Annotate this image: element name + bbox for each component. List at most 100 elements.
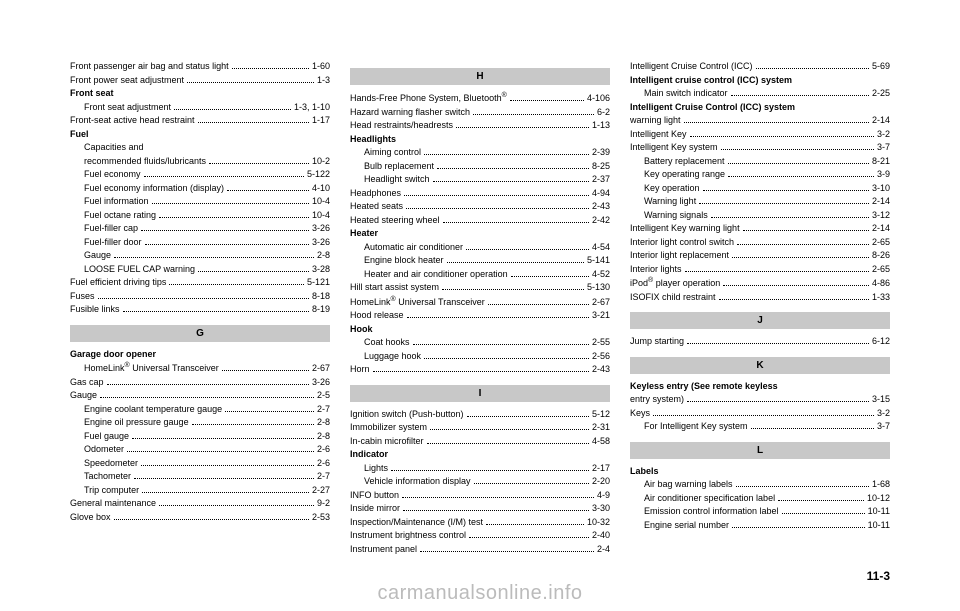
section-i: I (350, 385, 610, 402)
leader-dots (736, 486, 869, 487)
leader-dots (169, 284, 304, 285)
entry-page: 2-43 (592, 363, 610, 377)
leader-dots (430, 429, 589, 430)
index-columns: Front passenger air bag and status light… (70, 60, 890, 556)
leader-dots (198, 122, 309, 123)
entry-label: Intelligent Cruise Control (ICC) (630, 60, 753, 74)
leader-dots (407, 317, 589, 318)
index-entry: Headlight switch2-37 (350, 173, 610, 187)
section-h: H (350, 68, 610, 85)
section-k: K (630, 357, 890, 374)
entry-page: 2-40 (592, 529, 610, 543)
index-entry: Head restraints/headrests1-13 (350, 119, 610, 133)
leader-dots (751, 428, 874, 429)
entry-page: 3-21 (592, 309, 610, 323)
entry-label: Fuel economy information (display) (84, 182, 224, 196)
entry-label: Inspection/Maintenance (I/M) test (350, 516, 483, 530)
index-entry: Fusible links8-19 (70, 303, 330, 317)
leader-dots (466, 249, 589, 250)
entry-page: 2-65 (872, 263, 890, 277)
entry-label: Fuel-filler cap (84, 222, 138, 236)
entry-label: Key operation (644, 182, 700, 196)
entry-page: 2-7 (317, 403, 330, 417)
entry-label: Engine coolant temperature gauge (84, 403, 222, 417)
leader-dots (510, 100, 584, 101)
index-entry: Air bag warning labels1-68 (630, 478, 890, 492)
entry-label: Jump starting (630, 335, 684, 349)
entry-label: Tachometer (84, 470, 131, 484)
entry-page: 10-12 (867, 492, 890, 506)
index-entry: Intelligent Cruise Control (ICC)5-69 (630, 60, 890, 74)
entry-label: Engine oil pressure gauge (84, 416, 189, 430)
entry-label: Glove box (70, 511, 111, 525)
leader-dots (402, 497, 594, 498)
index-entry: Speedometer 2-6 (70, 457, 330, 471)
leader-dots (731, 95, 869, 96)
index-entry: iPod® player operation4-86 (630, 276, 890, 291)
leader-dots (424, 358, 589, 359)
entry-page: 4-106 (587, 92, 610, 106)
section-g: G (70, 325, 330, 342)
entry-page: 3-26 (312, 236, 330, 250)
leader-dots (488, 304, 589, 305)
leader-dots (114, 257, 314, 258)
entry-page: 3-7 (877, 141, 890, 155)
leader-dots (100, 397, 314, 398)
entry-label: Hands-Free Phone System, Bluetooth® (350, 91, 507, 106)
index-entry: Emission control information label 10-11 (630, 505, 890, 519)
watermark: carmanualsonline.info (0, 582, 960, 605)
leader-dots (209, 163, 309, 164)
leader-dots (141, 230, 309, 231)
entry-page: 1-17 (312, 114, 330, 128)
leader-dots (687, 401, 869, 402)
entry-label: Heated seats (350, 200, 403, 214)
entry-page: 4-54 (592, 241, 610, 255)
entry-label: ISOFIX child restraint (630, 291, 716, 305)
index-entry: Horn2-43 (350, 363, 610, 377)
entry-label: Fuel-filler door (84, 236, 142, 250)
entry-label: Air bag warning labels (644, 478, 733, 492)
index-entry: Hood release3-21 (350, 309, 610, 323)
entry-label: iPod® player operation (630, 276, 720, 291)
entry-label: Coat hooks (364, 336, 410, 350)
leader-dots (723, 285, 869, 286)
index-entry: entry system)3-15 (630, 393, 890, 407)
group-heading: Labels (630, 465, 890, 479)
index-entry: Heater and air conditioner operation4-52 (350, 268, 610, 282)
leader-dots (442, 289, 584, 290)
entry-page: 3-28 (312, 263, 330, 277)
entry-page: 6-2 (597, 106, 610, 120)
entry-page: 2-6 (317, 443, 330, 457)
index-entry: warning light2-14 (630, 114, 890, 128)
index-entry: LOOSE FUEL CAP warning3-28 (70, 263, 330, 277)
entry-page: 10-11 (868, 505, 890, 519)
index-entry: Gauge2-8 (70, 249, 330, 263)
index-entry: Capacities and (70, 141, 330, 155)
leader-dots (391, 470, 589, 471)
index-entry: Fuel information10-4 (70, 195, 330, 209)
entry-label: Instrument brightness control (350, 529, 466, 543)
leader-dots (198, 271, 309, 272)
entry-label: General maintenance (70, 497, 156, 511)
index-entry: Luggage hook2-56 (350, 350, 610, 364)
entry-page: 2-27 (312, 484, 330, 498)
index-entry: Gas cap3-26 (70, 376, 330, 390)
entry-page: 10-32 (587, 516, 610, 530)
leader-dots (159, 505, 314, 506)
entry-page: 8-25 (592, 160, 610, 174)
index-entry: Fuel economy information (display)4-10 (70, 182, 330, 196)
entry-label: Speedometer (84, 457, 138, 471)
index-entry: Aiming control2-39 (350, 146, 610, 160)
leader-dots (719, 299, 869, 300)
leader-dots (403, 510, 589, 511)
leader-dots (127, 451, 314, 452)
entry-page: 3-12 (872, 209, 890, 223)
entry-label: Trip computer (84, 484, 139, 498)
leader-dots (469, 537, 589, 538)
entry-page: 5-141 (587, 254, 610, 268)
index-entry: Main switch indicator2-25 (630, 87, 890, 101)
entry-label: Emission control information label (644, 505, 779, 519)
entry-page: 2-6 (317, 457, 330, 471)
entry-label: Main switch indicator (644, 87, 728, 101)
entry-label: Engine serial number (644, 519, 729, 533)
